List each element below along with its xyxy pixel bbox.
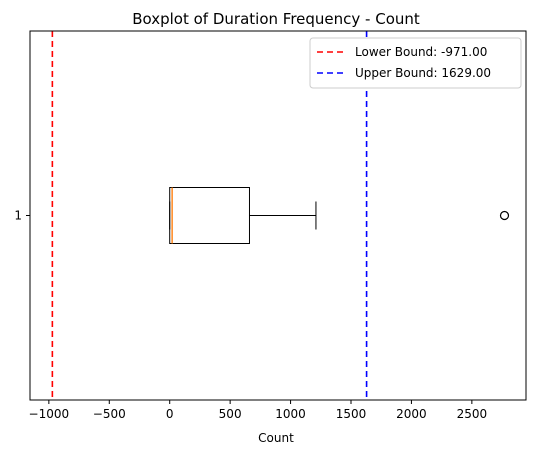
- x-axis-ticks: −1000 −500 0 500 1000 1500 2000 2500: [29, 400, 488, 421]
- x-tick-label: 2000: [396, 407, 427, 421]
- x-tick-label: −1000: [29, 407, 70, 421]
- x-tick-label: 1500: [336, 407, 367, 421]
- x-tick-label: 2500: [457, 407, 488, 421]
- reference-lines: [51, 31, 368, 400]
- plot-area: [29, 30, 527, 401]
- x-axis-label: Count: [258, 431, 294, 445]
- y-tick-label: 1: [14, 209, 22, 223]
- chart-title: Boxplot of Duration Frequency - Count: [132, 10, 420, 28]
- x-tick-label: −500: [93, 407, 126, 421]
- box-iqr: [169, 187, 250, 244]
- x-tick-label: 1000: [275, 407, 306, 421]
- legend-upper-bound-label: Upper Bound: 1629.00: [355, 66, 491, 80]
- outlier-point: [499, 210, 510, 221]
- y-axis-ticks: 1: [14, 209, 30, 223]
- x-tick-label: 0: [166, 407, 174, 421]
- box-layer: [169, 187, 510, 244]
- legend: Lower Bound: -971.00 Upper Bound: 1629.0…: [309, 37, 522, 89]
- legend-frame: [309, 37, 522, 89]
- x-tick-label: 500: [219, 407, 242, 421]
- legend-lower-bound-label: Lower Bound: -971.00: [355, 45, 487, 59]
